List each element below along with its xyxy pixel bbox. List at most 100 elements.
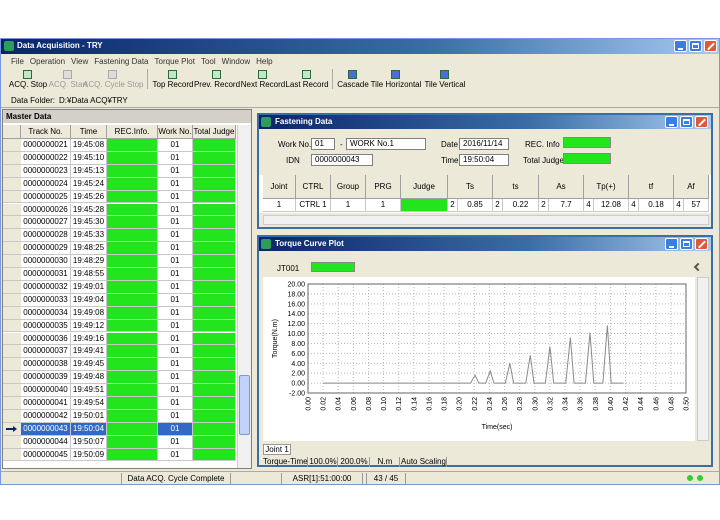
time-cell[interactable]: 19:49:16 (71, 332, 107, 346)
rec-info-cell[interactable] (107, 216, 158, 230)
collapse-button[interactable] (693, 262, 703, 272)
work-no-cell[interactable]: 01 (158, 139, 193, 152)
work-no-cell[interactable]: 01 (158, 190, 193, 204)
work-no-cell[interactable]: 01 (158, 255, 193, 268)
work-no-cell[interactable]: 01 (158, 280, 193, 294)
maximize-button[interactable] (680, 116, 693, 128)
menu-item[interactable]: Help (256, 57, 273, 66)
time-cell[interactable]: 19:45:24 (71, 177, 107, 191)
total-judge-cell[interactable] (193, 345, 236, 359)
total-judge-cell[interactable] (193, 151, 236, 165)
maximize-button[interactable] (680, 238, 693, 250)
work-no-cell[interactable]: 01 (158, 293, 193, 307)
total-judge-cell[interactable] (193, 242, 236, 256)
work-no-cell[interactable]: 01 (158, 268, 193, 281)
work-no-cell[interactable]: 01 (158, 384, 193, 397)
menu-item[interactable]: Tool (200, 57, 216, 66)
time-cell[interactable]: 19:48:29 (71, 255, 107, 268)
track-no-cell[interactable]: 0000000031 (21, 268, 71, 281)
work-no-cell[interactable]: 01 (158, 242, 193, 256)
rec-info-cell[interactable] (107, 345, 158, 359)
track-no-cell[interactable]: 0000000023 (21, 164, 71, 178)
time-cell[interactable]: 19:50:01 (71, 409, 107, 423)
vertical-scrollbar[interactable] (237, 125, 251, 468)
work-no-cell[interactable]: 01 (158, 177, 193, 191)
time-cell[interactable]: 19:50:09 (71, 448, 107, 462)
rec-info-cell[interactable] (107, 293, 158, 307)
track-no-cell[interactable]: 0000000036 (21, 332, 71, 346)
total-judge-cell[interactable] (193, 216, 236, 230)
work-no-cell[interactable]: 01 (158, 216, 193, 230)
track-no-cell[interactable]: 0000000027 (21, 216, 71, 230)
minimize-button[interactable] (665, 116, 678, 128)
rec-info-cell[interactable] (107, 242, 158, 256)
toolbar-button[interactable]: Cascade (323, 67, 383, 91)
time-cell[interactable]: 19:49:01 (71, 280, 107, 294)
toolbar-button[interactable]: ACQ. Stop (0, 67, 58, 91)
menu-item[interactable]: Torque Plot (154, 57, 195, 66)
toolbar-button[interactable]: Tile Horizontal (366, 67, 426, 91)
menu-item[interactable]: Fastening Data (94, 57, 149, 66)
total-judge-cell[interactable] (193, 177, 236, 191)
time-cell[interactable]: 19:49:48 (71, 371, 107, 385)
rec-info-cell[interactable] (107, 139, 158, 152)
track-no-cell[interactable]: 0000000032 (21, 280, 71, 294)
time-cell[interactable]: 19:49:04 (71, 293, 107, 307)
menu-item[interactable]: Operation (29, 57, 66, 66)
time-cell[interactable]: 19:50:07 (71, 435, 107, 449)
rec-info-cell[interactable] (107, 229, 158, 243)
total-judge-cell[interactable] (193, 203, 236, 217)
rec-info-cell[interactable] (107, 164, 158, 178)
track-no-cell[interactable]: 0000000033 (21, 293, 71, 307)
track-no-cell[interactable]: 0000000028 (21, 229, 71, 243)
rec-info-cell[interactable] (107, 319, 158, 333)
total-judge-cell[interactable] (193, 332, 236, 346)
track-no-cell[interactable]: 0000000043 (21, 422, 71, 436)
minimize-button[interactable] (674, 40, 687, 52)
rec-info-cell[interactable] (107, 255, 158, 268)
rec-info-cell[interactable] (107, 358, 158, 372)
work-no-cell[interactable]: 01 (158, 409, 193, 423)
rec-info-cell[interactable] (107, 371, 158, 385)
time-cell[interactable]: 19:45:10 (71, 151, 107, 165)
time-cell[interactable]: 19:45:26 (71, 190, 107, 204)
minimize-button[interactable] (665, 238, 678, 250)
total-judge-cell[interactable] (193, 319, 236, 333)
time-cell[interactable]: 19:49:41 (71, 345, 107, 359)
rec-info-cell[interactable] (107, 448, 158, 462)
rec-info-cell[interactable] (107, 332, 158, 346)
rec-info-cell[interactable] (107, 384, 158, 397)
menu-item[interactable]: File (11, 57, 24, 66)
rec-info-cell[interactable] (107, 435, 158, 449)
time-cell[interactable]: 19:45:28 (71, 203, 107, 217)
work-no-cell[interactable]: 01 (158, 435, 193, 449)
rec-info-cell[interactable] (107, 306, 158, 320)
work-no-cell[interactable]: 01 (158, 203, 193, 217)
total-judge-cell[interactable] (193, 190, 236, 204)
vertical-scrollbar[interactable] (697, 277, 709, 441)
rec-info-cell[interactable] (107, 422, 158, 436)
menu-item[interactable]: View (71, 57, 89, 66)
work-no-cell[interactable]: 01 (158, 448, 193, 462)
track-no-cell[interactable]: 0000000025 (21, 190, 71, 204)
rec-info-cell[interactable] (107, 268, 158, 281)
track-no-cell[interactable]: 0000000022 (21, 151, 71, 165)
work-no-cell[interactable]: 01 (158, 229, 193, 243)
track-no-cell[interactable]: 0000000039 (21, 371, 71, 385)
time-cell[interactable]: 19:45:33 (71, 229, 107, 243)
rec-info-cell[interactable] (107, 409, 158, 423)
work-no-cell[interactable]: 01 (158, 164, 193, 178)
track-no-cell[interactable]: 0000000029 (21, 242, 71, 256)
total-judge-cell[interactable] (193, 280, 236, 294)
time-cell[interactable]: 19:45:13 (71, 164, 107, 178)
track-no-cell[interactable]: 0000000045 (21, 448, 71, 462)
total-judge-cell[interactable] (193, 358, 236, 372)
total-judge-cell[interactable] (193, 229, 236, 243)
total-judge-cell[interactable] (193, 409, 236, 423)
time-cell[interactable]: 19:45:08 (71, 139, 107, 152)
track-no-cell[interactable]: 0000000042 (21, 409, 71, 423)
rec-info-cell[interactable] (107, 203, 158, 217)
track-no-cell[interactable]: 0000000038 (21, 358, 71, 372)
close-button[interactable] (695, 238, 708, 250)
toolbar-button[interactable]: Next Record (233, 67, 293, 91)
